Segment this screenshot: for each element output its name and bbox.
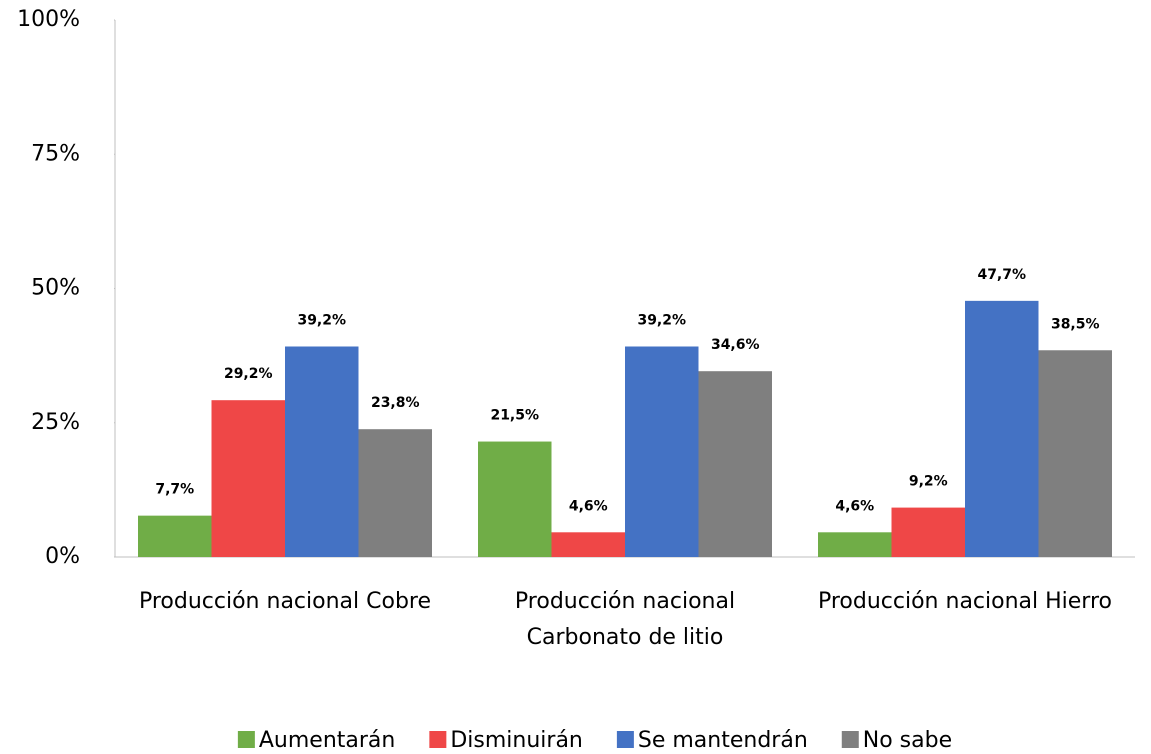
bar (358, 429, 432, 557)
bar (625, 346, 699, 557)
legend-swatch (237, 731, 255, 748)
legend-swatch (841, 731, 859, 748)
y-tick-label: 100% (17, 7, 80, 32)
data-label: 38,5% (1051, 316, 1100, 332)
data-label: 7,7% (155, 482, 194, 498)
bar (285, 346, 359, 557)
data-label: 9,2% (909, 474, 948, 490)
bar (551, 532, 625, 557)
y-tick-label: 50% (31, 276, 80, 301)
data-label: 21,5% (490, 408, 539, 424)
data-label: 29,2% (224, 366, 273, 382)
bar (211, 400, 285, 557)
x-tick-label: Producción nacional Cobre (139, 589, 431, 614)
legend-swatch (616, 731, 634, 748)
category-line: Producción nacional (515, 589, 735, 614)
legend-label: Disminuirán (450, 728, 583, 753)
legend-label: Se mantendrán (638, 728, 808, 753)
legend-label: No sabe (863, 728, 952, 753)
category-line: Carbonato de litio (527, 625, 724, 650)
data-label: 4,6% (569, 498, 608, 514)
bar (1038, 350, 1112, 557)
data-label: 39,2% (637, 312, 686, 328)
x-tick-label: Producción nacional Hierro (818, 589, 1112, 614)
category-line: Producción nacional Cobre (139, 589, 431, 614)
bar (818, 532, 892, 557)
bar (891, 507, 965, 557)
bar (478, 441, 552, 557)
legend-label: Aumentarán (259, 728, 395, 753)
data-label: 4,6% (835, 498, 874, 514)
legend-swatch (429, 731, 447, 748)
y-tick-label: 0% (45, 544, 80, 569)
bar (965, 300, 1039, 557)
bar (698, 371, 772, 557)
x-tick-label: Producción nacional Carbonato de litio (515, 589, 735, 650)
data-label: 34,6% (711, 337, 760, 353)
bar (138, 515, 212, 557)
data-label: 47,7% (977, 267, 1026, 283)
y-tick-label: 75% (31, 141, 80, 166)
legend: Aumentarán Disminuirán Se mantendrán No sab… (237, 728, 952, 753)
y-tick-label: 25% (31, 410, 80, 435)
data-label: 39,2% (297, 312, 346, 328)
data-label: 23,8% (371, 395, 420, 411)
category-line: Producción nacional Hierro (818, 589, 1112, 614)
